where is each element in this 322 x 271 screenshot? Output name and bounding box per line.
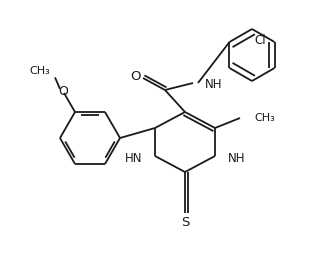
Text: NH: NH	[228, 151, 245, 164]
Text: O: O	[131, 70, 141, 83]
Text: HN: HN	[125, 151, 142, 164]
Text: NH: NH	[205, 78, 223, 91]
Text: CH₃: CH₃	[29, 66, 50, 76]
Text: S: S	[181, 217, 189, 230]
Text: CH₃: CH₃	[254, 113, 275, 123]
Text: Cl: Cl	[254, 34, 266, 47]
Text: O: O	[58, 85, 68, 98]
